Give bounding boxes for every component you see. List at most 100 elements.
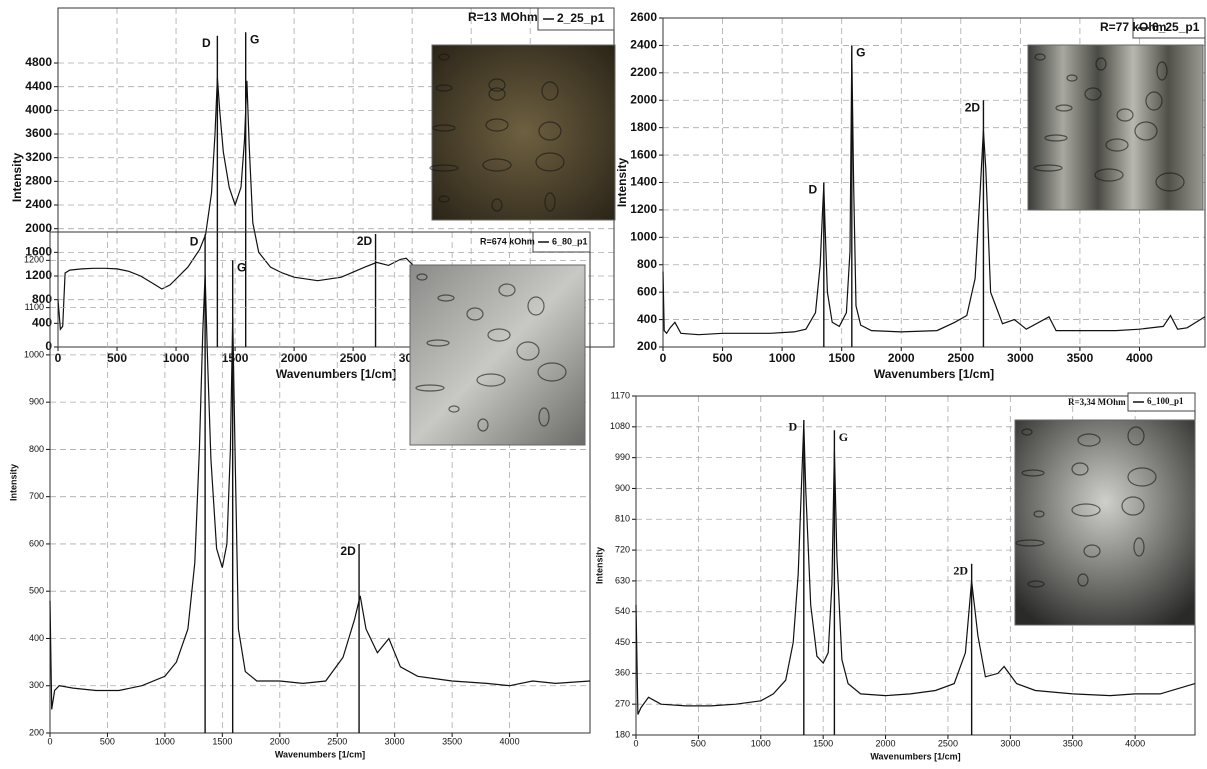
x-tick-label: 3500 <box>442 736 462 746</box>
y-tick-label: 630 <box>615 575 630 585</box>
inset-texture <box>541 81 559 101</box>
y-tick-label: 2400 <box>25 197 52 211</box>
spectrum-line <box>662 52 1206 336</box>
x-tick-label: 3000 <box>1007 351 1034 365</box>
y-tick-label: 270 <box>615 699 630 709</box>
x-tick-label: 500 <box>691 738 706 748</box>
inset-texture <box>1027 580 1045 588</box>
y-tick-label: 2000 <box>25 221 52 235</box>
x-tick-label: 0 <box>47 736 52 746</box>
y-tick-label: 1600 <box>25 245 52 259</box>
y-tick-label: 2600 <box>630 10 657 24</box>
x-tick-label: 1500 <box>222 351 249 365</box>
inset-texture <box>1133 537 1145 557</box>
x-tick-label: 2000 <box>888 351 915 365</box>
x-tick-label: 2500 <box>938 738 958 748</box>
inset-texture <box>538 407 550 427</box>
plot-frame <box>662 17 1206 348</box>
inset-texture <box>432 124 456 132</box>
inset-texture <box>544 192 556 212</box>
inset-texture <box>1077 433 1101 447</box>
inset-texture <box>485 118 509 132</box>
inset-texture <box>1084 87 1102 101</box>
y-tick-label: 900 <box>615 483 630 493</box>
y-tick-label: 1170 <box>611 390 630 400</box>
inset-image <box>1014 419 1196 626</box>
x-tick-label: 1000 <box>769 351 796 365</box>
y-axis-title: Intensity <box>8 464 18 501</box>
y-tick-label: 2000 <box>630 92 657 106</box>
x-tick-label: 3000 <box>385 736 405 746</box>
annotation: R=13 MOhm <box>468 10 538 24</box>
x-tick-label: 2000 <box>281 351 308 365</box>
x-tick-label: 1000 <box>751 738 771 748</box>
inset-texture <box>1077 573 1089 587</box>
peak-label: 2D <box>965 100 981 114</box>
annotation: R=3,34 MOhm <box>1068 397 1126 407</box>
y-tick-label: 500 <box>29 586 44 596</box>
y-tick-label: 700 <box>29 491 44 501</box>
y-tick-label: 2800 <box>25 174 52 188</box>
inset-texture <box>527 296 545 316</box>
spectrum-line <box>57 77 586 331</box>
legend-label: 6_80_p1 <box>552 236 588 246</box>
y-tick-label: 800 <box>637 257 657 271</box>
inset-texture <box>538 121 562 141</box>
y-tick-label: 1800 <box>630 120 657 134</box>
y-tick-label: 450 <box>615 637 630 647</box>
inset-texture <box>1127 467 1157 487</box>
y-tick-label: 900 <box>29 397 44 407</box>
y-tick-label: 400 <box>637 312 657 326</box>
x-tick-label: 500 <box>107 351 127 365</box>
inset-texture <box>487 328 511 342</box>
inset-texture <box>498 283 516 297</box>
inset-texture <box>1116 108 1134 122</box>
peak-label: D <box>202 36 211 50</box>
peak-label: D <box>808 183 817 197</box>
inset-texture <box>1134 121 1158 141</box>
y-tick-label: 1000 <box>24 349 44 359</box>
x-tick-label: 1500 <box>813 738 833 748</box>
inset-image <box>1027 44 1204 211</box>
x-tick-label: 2000 <box>270 736 290 746</box>
inset-texture <box>1034 53 1046 61</box>
inset-texture <box>466 307 484 321</box>
y-tick-label: 1080 <box>610 421 630 431</box>
annotation: R=77 kOhm <box>1100 20 1166 34</box>
inset-texture <box>476 373 506 387</box>
peak-label: G <box>856 46 865 60</box>
y-tick-label: 540 <box>615 606 630 616</box>
inset-texture <box>1055 104 1073 112</box>
y-tick-label: 1100 <box>25 302 44 312</box>
x-tick-label: 500 <box>100 736 115 746</box>
y-tick-label: 4400 <box>25 79 52 93</box>
x-tick-label: 4000 <box>1125 738 1145 748</box>
inset-texture <box>516 341 540 361</box>
inset-texture <box>1155 172 1185 192</box>
inset-texture <box>1071 503 1101 517</box>
x-tick-label: 500 <box>713 351 733 365</box>
inset-texture <box>438 53 450 61</box>
inset-texture <box>1044 134 1068 142</box>
y-tick-label: 360 <box>615 668 630 678</box>
peak-label: 2D <box>357 234 373 248</box>
x-axis-title: Wavenumbers [1/cm] <box>874 367 994 381</box>
y-tick-label: 1200 <box>630 202 657 216</box>
peak-label: D <box>190 235 199 249</box>
inset-texture <box>435 84 453 92</box>
inset-texture <box>1021 469 1045 477</box>
x-tick-label: 2500 <box>340 351 367 365</box>
x-tick-label: 3500 <box>1063 738 1083 748</box>
x-tick-label: 3500 <box>1067 351 1094 365</box>
inset-texture <box>426 339 450 347</box>
inset-texture <box>491 198 503 212</box>
y-tick-label: 1000 <box>630 230 657 244</box>
inset-texture <box>1105 138 1129 152</box>
y-tick-label: 600 <box>29 538 44 548</box>
inset-texture <box>437 294 455 302</box>
inset-texture <box>1127 426 1145 446</box>
inset-texture <box>448 405 460 413</box>
inset-texture <box>537 362 567 382</box>
